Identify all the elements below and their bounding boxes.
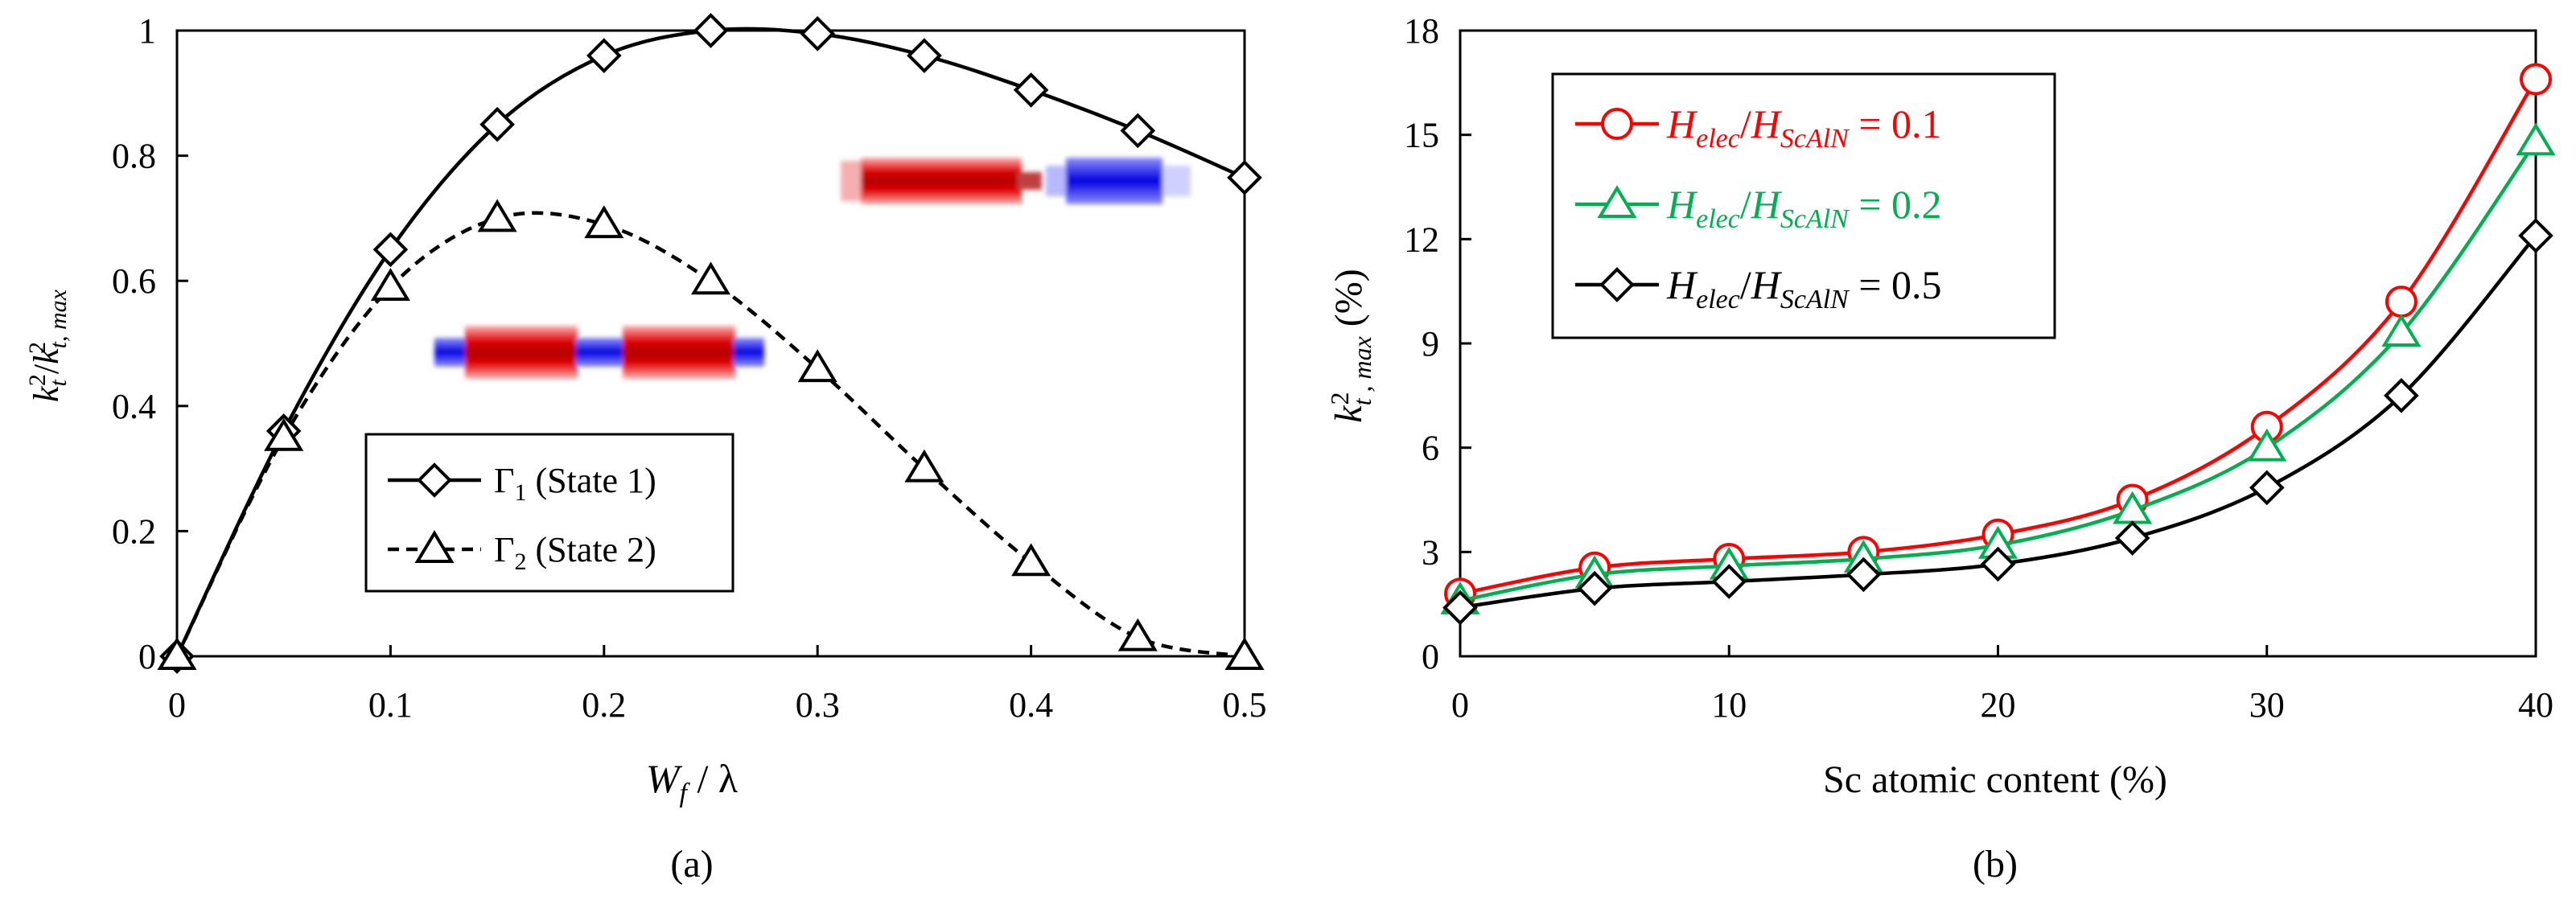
chart-b-legend: Helec/HScAlN = 0.1 Helec/HScAlN = 0.2 He… (1551, 72, 2056, 339)
chart-b-legend-marker-1 (1597, 185, 1637, 218)
chart-a-legend-label-2: Γ2 (State 2) (494, 530, 656, 575)
chart-a-y-tick-label-4: 0.8 (112, 137, 156, 176)
chart-a-y-axis-label: kt2/kt, max2 (24, 289, 72, 402)
chart-a-series-1-point-0 (157, 637, 197, 670)
chart-a-y-tick-label-1: 0.2 (112, 512, 156, 551)
chart-a-series-1-point-8 (1011, 543, 1051, 577)
chart-a-series-0-point-6 (800, 16, 836, 51)
chart-a-series-1-point-7 (904, 449, 944, 483)
chart-a-series-1 (157, 199, 1265, 670)
chart-a-series-1-point-4 (584, 205, 624, 239)
chart-b: 0 10 20 30 40 0 3 6 9 12 15 18 Helec/HScAlN = 0.1 … (1325, 11, 2556, 885)
chart-b-y-tick-label-5: 15 (1404, 116, 1439, 155)
chart-b-series-1-point-7 (2381, 314, 2422, 347)
chart-a-x-tick-label-3: 0.3 (796, 685, 840, 725)
chart-b-y-ticks (1459, 29, 2537, 658)
chart-b-series-2-point-0 (1442, 590, 1478, 626)
chart-b-y-tick-label-4: 12 (1404, 220, 1439, 259)
chart-b-x-tick-label-2: 20 (1981, 685, 2016, 725)
chart-a-y-tick-label-3: 0.6 (112, 261, 156, 301)
chart-a-series-0-point-7 (907, 38, 942, 73)
chart-b-y-tick-label-3: 9 (1422, 324, 1439, 364)
chart-b-y-tick-label-1: 3 (1422, 532, 1439, 572)
chart-b-series-2-point-7 (2384, 378, 2419, 413)
chart-b-series (1440, 63, 2556, 626)
chart-a-series (157, 13, 1265, 674)
chart-a-series-0-point-8 (1013, 72, 1049, 108)
chart-a-legend-marker-0 (417, 462, 452, 498)
chart-a: 0 0.1 0.2 0.3 0.4 0.5 0 0.2 0.4 0.6 0.8 1 Γ1 (Stat… (24, 11, 1267, 885)
chart-a-x-tick-label-1: 0.1 (368, 685, 413, 725)
chart-a-series-0-line (175, 27, 1245, 657)
chart-b-legend-label-1: Helec/HScAlN = 0.1 (1666, 101, 1942, 154)
chart-a-series-0-point-5 (693, 13, 729, 48)
chart-a-series-1-point-10 (1224, 637, 1265, 670)
chart-b-x-axis-label: Sc atomic content (%) (1823, 758, 2167, 801)
chart-a-x-tick-label-0: 0 (168, 685, 186, 725)
chart-b-legend-label-2: Helec/HScAlN = 0.2 (1666, 182, 1942, 234)
chart-b-series-2-line (1459, 234, 2537, 610)
chart-b-y-tick-label-0: 0 (1422, 637, 1439, 676)
chart-b-series-2-point-3 (1846, 557, 1882, 593)
chart-a-legend-box (364, 433, 735, 593)
chart-b-y-tick-labels: 0 3 6 9 12 15 18 (1404, 11, 1439, 676)
chart-a-legend-marker-1 (414, 530, 455, 563)
chart-b-y-tick-label-6: 18 (1404, 11, 1439, 51)
chart-b-series-1-point-8 (2516, 122, 2556, 156)
chart-b-x-tick-labels: 0 10 20 30 40 (1451, 685, 2553, 725)
chart-b-series-2-point-2 (1711, 564, 1747, 599)
chart-b-series-2 (1442, 218, 2553, 626)
mode-shape-state2-image (434, 326, 764, 379)
chart-a-series-0-point-9 (1120, 113, 1156, 149)
chart-a-series-1-point-5 (690, 261, 731, 295)
chart-a-legend-label-1: Γ1 (State 1) (494, 461, 656, 506)
chart-a-series-1-point-1 (264, 417, 304, 451)
chart-a-y-tick-label-2: 0.4 (112, 387, 156, 426)
chart-a-series-0-point-2 (372, 232, 409, 268)
chart-b-y-tick-label-2: 6 (1422, 429, 1439, 468)
chart-a-legend: Γ1 (State 1) Γ2 (State 2) (364, 433, 735, 593)
chart-a-x-tick-labels: 0 0.1 0.2 0.3 0.4 0.5 (168, 685, 1267, 725)
chart-a-x-tick-label-4: 0.4 (1009, 685, 1053, 725)
chart-b-series-1-point-6 (2247, 428, 2287, 462)
chart-b-y-axis-label: kt2, max (%) (1325, 269, 1376, 422)
chart-a-series-1-point-2 (370, 268, 410, 301)
chart-b-x-tick-label-4: 40 (2518, 685, 2553, 725)
chart-b-x-tick-label-3: 30 (2249, 685, 2285, 725)
chart-a-y-tick-label-0: 0 (138, 637, 156, 676)
chart-a-series-0-point-10 (1227, 160, 1262, 195)
chart-b-series-0-point-7 (2385, 286, 2418, 318)
chart-a-x-axis-label: Wf / λ (646, 756, 738, 808)
chart-b-series-2-point-8 (2518, 218, 2553, 253)
chart-a-x-tick-label-5: 0.5 (1223, 685, 1267, 725)
chart-a-x-tick-label-2: 0.2 (582, 685, 626, 725)
chart-b-series-2-point-4 (1980, 546, 2016, 582)
chart-b-legend-marker-0 (1601, 108, 1633, 140)
chart-a-y-tick-labels: 0 0.2 0.4 0.6 0.8 1 (112, 11, 156, 676)
chart-b-series-2-point-6 (2249, 470, 2285, 506)
chart-b-series-2-point-1 (1577, 570, 1612, 606)
chart-a-y-tick-label-5: 1 (138, 11, 156, 51)
chart-a-series-0-point-4 (586, 38, 622, 73)
chart-b-x-tick-label-1: 10 (1711, 685, 1747, 725)
chart-b-legend-marker-2 (1599, 267, 1635, 302)
chart-a-series-0-point-3 (479, 106, 515, 142)
chart-b-x-tick-label-0: 0 (1451, 685, 1469, 725)
chart-a-panel-label: (a) (670, 843, 713, 885)
chart-a-series-1-point-9 (1117, 618, 1158, 651)
chart-b-legend-label-3: Helec/HScAlN = 0.5 (1666, 262, 1942, 314)
chart-b-series-2-point-5 (2114, 520, 2150, 556)
chart-a-series-1-point-6 (797, 349, 837, 383)
chart-b-series-0-point-8 (2520, 63, 2552, 96)
chart-a-series-1-point-3 (477, 199, 517, 232)
mode-shape-state1-image (841, 158, 1191, 204)
chart-b-panel-label: (b) (1973, 843, 2018, 885)
